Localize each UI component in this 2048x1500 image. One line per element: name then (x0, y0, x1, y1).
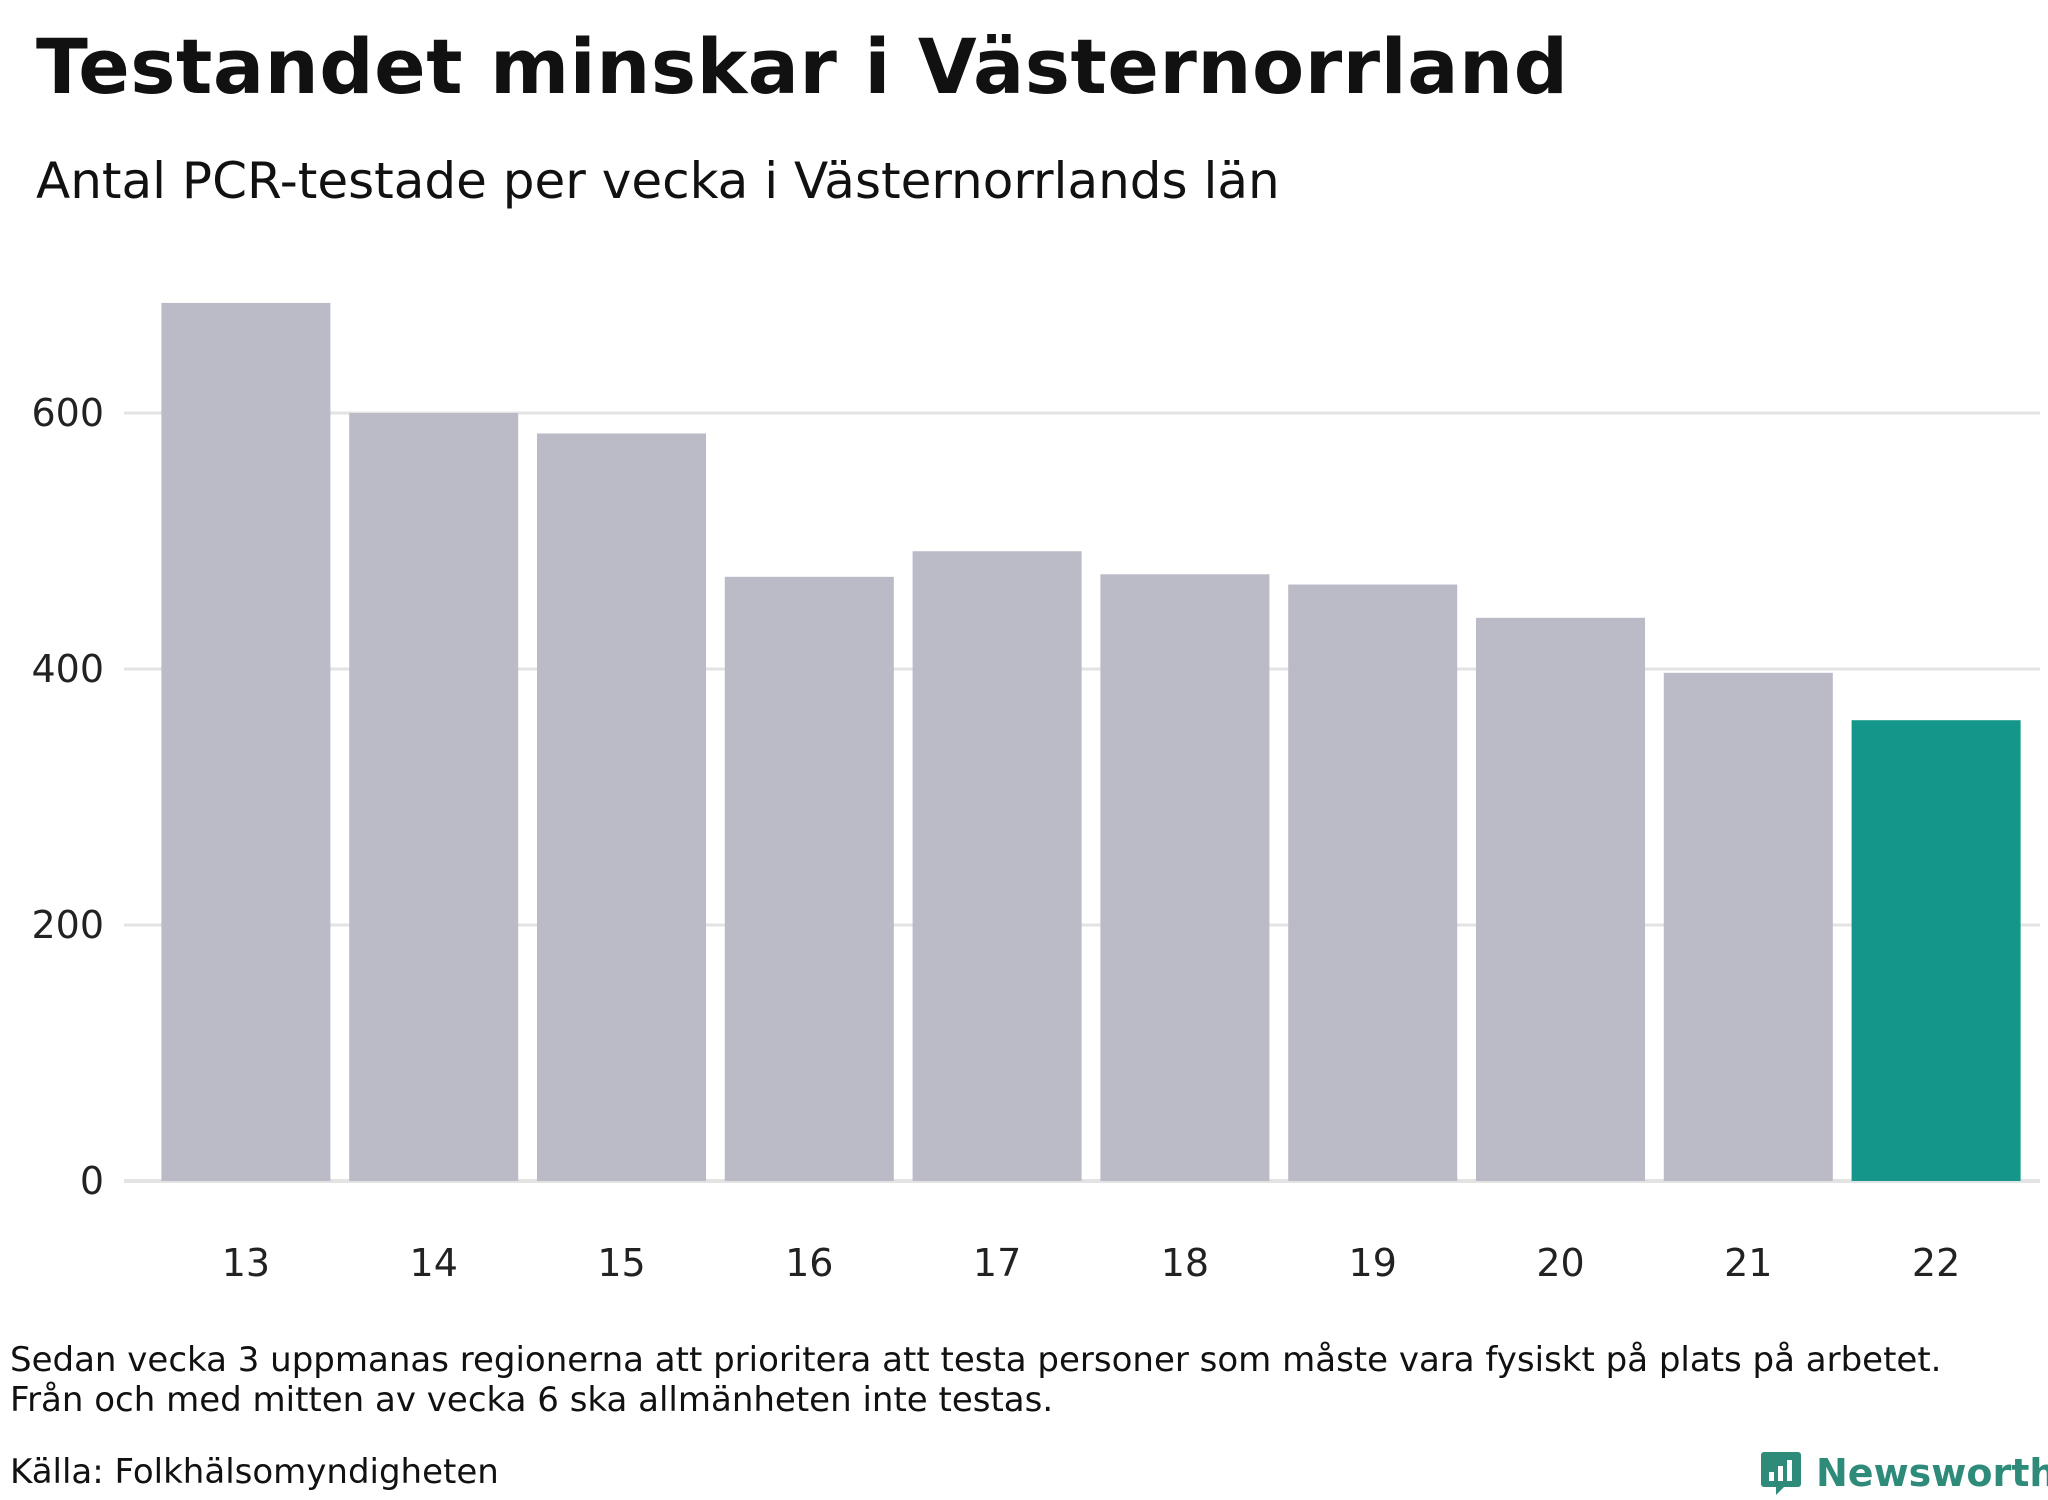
bar-week-18 (1100, 574, 1270, 1181)
y-axis-tick-labels: 0 200 400 600 (31, 391, 104, 1203)
x-tick-label: 17 (973, 1241, 1021, 1285)
bars (161, 302, 2021, 1182)
chart-source: Källa: Folkhälsomyndigheten (10, 1452, 499, 1492)
bar-week-14 (349, 413, 519, 1181)
x-tick-label: 21 (1724, 1241, 1772, 1285)
chart-subtitle: Antal PCR-testade per vecka i Västernorr… (36, 152, 1280, 210)
y-tick-label: 600 (31, 391, 104, 435)
bar-week-19 (1288, 584, 1458, 1181)
x-tick-label: 13 (222, 1241, 270, 1285)
bar-week-21 (1663, 672, 1833, 1181)
x-axis-tick-labels: 13 14 15 16 17 18 19 20 21 22 (222, 1241, 1961, 1285)
x-tick-label: 22 (1912, 1241, 1960, 1285)
y-tick-label: 0 (80, 1159, 104, 1203)
brand-name: Newsworthy (1816, 1451, 2048, 1495)
bar-week-17 (912, 551, 1082, 1181)
bar-week-22 (1851, 720, 2021, 1181)
x-tick-label: 15 (597, 1241, 645, 1285)
y-tick-label: 200 (31, 903, 104, 947)
chart-note: Sedan vecka 3 uppmanas regionerna att pr… (10, 1340, 1941, 1420)
y-tick-label: 400 (31, 647, 104, 691)
bar-chart-speech-bubble-icon (1761, 1452, 1801, 1495)
chart-note-line-2: Från och med mitten av vecka 6 ska allmä… (10, 1380, 1054, 1420)
x-tick-label: 19 (1349, 1241, 1397, 1285)
bar-week-13 (161, 302, 331, 1181)
bar-chart: 0 200 400 600 13 14 15 16 17 18 19 20 21 22 (31, 302, 2040, 1285)
bar-week-20 (1475, 617, 1646, 1181)
bar-week-15 (536, 433, 707, 1182)
x-tick-label: 14 (410, 1241, 458, 1285)
bar-week-16 (724, 576, 894, 1181)
brand-logo-group: Newsworthy (1760, 1450, 2048, 1496)
x-tick-label: 16 (785, 1241, 833, 1285)
chart-title: Testandet minskar i Västernorrland (36, 22, 1569, 111)
x-tick-label: 20 (1536, 1241, 1584, 1285)
chart-note-line-1: Sedan vecka 3 uppmanas regionerna att pr… (10, 1340, 1942, 1380)
x-tick-label: 18 (1161, 1241, 1209, 1285)
